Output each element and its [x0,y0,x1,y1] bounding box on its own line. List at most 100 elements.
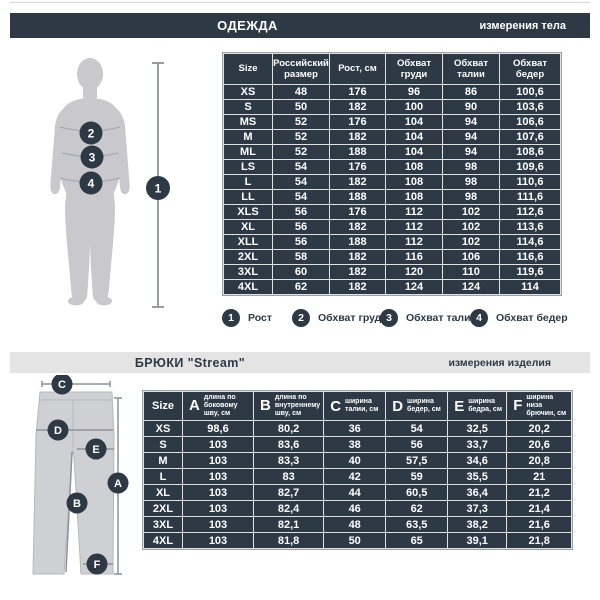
table-cell: 54 [273,175,329,189]
table-cell: 56 [273,205,329,219]
table-cell: 98 [443,190,499,204]
column-header: Size [144,392,182,420]
table-cell: 57,5 [386,453,448,468]
table-cell: 103 [183,533,253,548]
body-marker-1: 1 [146,176,170,200]
table-cell: 108 [386,175,442,189]
table-cell: 82,4 [254,501,324,516]
table-row: 4XL 62 182 124 124 114 [224,280,560,294]
clothing-subtitle: измерения тела [479,19,566,32]
table-cell: 20,8 [507,453,572,468]
table-cell: 113,6 [500,220,560,234]
svg-text:1: 1 [155,181,162,195]
table-row: L 103 83 42 59 35,5 21 [144,469,572,484]
table-cell: 96 [386,85,442,99]
legend-item: 4 Обхват бедер [470,308,568,328]
column-letter: B [260,397,271,415]
table-cell: 103 [183,437,253,452]
svg-text:D: D [54,425,62,437]
table-cell: 59 [386,469,448,484]
table-row: ML 52 188 104 94 108,6 [224,145,560,159]
table-cell: 176 [330,160,385,174]
table-cell: 42 [324,469,386,484]
table-cell: 111,6 [500,190,560,204]
table-cell: 100,6 [500,85,560,99]
table-cell: S [224,100,272,114]
table-cell: 102 [443,205,499,219]
column-header: Российский размер [273,54,329,84]
table-cell: 33,7 [448,437,507,452]
table-cell: L [144,469,182,484]
pants-marker-C: C [51,375,73,395]
table-cell: 100 [386,100,442,114]
legend-item: 2 Обхват груди [292,308,388,328]
table-cell: 21,8 [507,533,572,548]
pants-marker-A: A [107,472,129,494]
table-cell: 104 [386,145,442,159]
table-cell: 112 [386,205,442,219]
table-cell: 21,2 [507,485,572,500]
table-cell: 83,3 [254,453,324,468]
legend-item: 1 Рост [222,308,272,328]
table-cell: 116 [386,250,442,264]
legend-label: Обхват груди [318,312,388,324]
table-cell: 20,2 [507,421,572,436]
table-row: 4XL 103 81,8 50 65 39,1 21,8 [144,533,572,548]
table-cell: 44 [324,485,386,500]
table-row: XLL 56 188 112 102 114,6 [224,235,560,249]
pants-marker-D: D [47,419,69,441]
table-row: LS 54 176 108 98 109,6 [224,160,560,174]
table-cell: 176 [330,85,385,99]
table-cell: 54 [273,190,329,204]
trousers-subtitle: измерения изделия [448,356,551,369]
table-cell: 102 [443,235,499,249]
table-cell: 35,5 [448,469,507,484]
table-cell: 38,2 [448,517,507,532]
table-cell: 112 [386,235,442,249]
table-cell: 56 [273,235,329,249]
table-cell: 188 [330,235,385,249]
table-row: XS 48 176 96 86 100,6 [224,85,560,99]
legend-label: Обхват талии [406,312,478,324]
svg-text:E: E [92,444,99,456]
trousers-header-bar: БРЮКИ "Stream" измерения изделия [10,352,590,373]
column-label: ширина низа брючин, см [526,393,567,418]
column-header: Обхват бедер [500,54,560,84]
table-row: XS 98,6 80,2 36 54 32,5 20,2 [144,421,572,436]
table-cell: 90 [443,100,499,114]
column-letter: E [454,397,465,415]
measurements-legend: 1 Рост 2 Обхват груди 3 Обхват талии 4 Обхват б… [0,308,600,328]
table-cell: 3XL [144,517,182,532]
table-cell: 182 [330,130,385,144]
column-header: Size [224,54,272,84]
table-cell: 182 [330,220,385,234]
table-cell: 182 [330,250,385,264]
table-cell: 114,6 [500,235,560,249]
column-letter: A [189,397,200,415]
table-cell: 104 [386,130,442,144]
table-cell: 21 [507,469,572,484]
svg-text:4: 4 [88,176,95,190]
table-header-row: Size Российский размер Рост, см Обхват груд… [224,54,560,84]
table-cell: 86 [443,85,499,99]
clothing-header-bar: ОДЕЖДА измерения тела [10,13,590,38]
table-cell: 60,5 [386,485,448,500]
column-label: ширина бедер, см [407,397,441,413]
table-cell: 82,1 [254,517,324,532]
table-cell: 94 [443,145,499,159]
legend-number-badge: 4 [470,309,488,327]
pants-marker-B: B [66,492,88,514]
column-label: длина по боковому шву, см [203,393,238,418]
table-row: 2XL 103 82,4 46 62 37,3 21,4 [144,501,572,516]
body-measurements-table: Size Российский размер Рост, см Обхват груд… [222,52,562,296]
column-label: длина по внутреннему шву, см [274,393,321,418]
table-cell: 176 [330,205,385,219]
table-cell: 182 [330,265,385,279]
table-row: L 54 182 108 98 110,6 [224,175,560,189]
table-cell: 60 [273,265,329,279]
trousers-figure: C D E B A F [32,375,129,575]
clothing-title: ОДЕЖДА [217,18,278,33]
table-cell: 109,6 [500,160,560,174]
